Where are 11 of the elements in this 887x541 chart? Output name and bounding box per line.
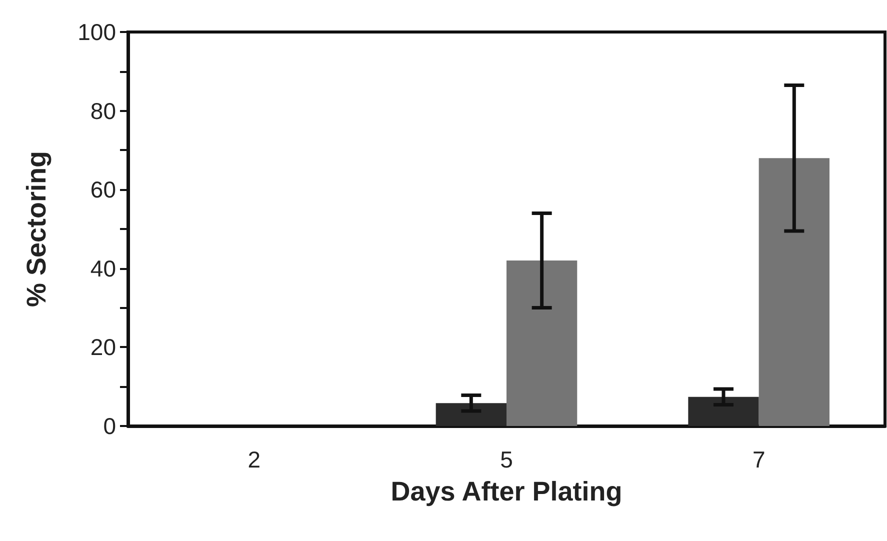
y-axis-title: % Sectoring (22, 150, 52, 308)
y-tick-label: 100 (78, 19, 116, 45)
y-tick-label: 80 (90, 98, 116, 124)
x-tick-label: 7 (752, 446, 766, 472)
y-tick-label: 40 (90, 255, 116, 282)
x-axis-title: Days After Plating (390, 476, 622, 506)
x-tick-label: 5 (500, 446, 513, 472)
y-tick-label: 20 (90, 334, 116, 360)
y-tick-label: 60 (90, 176, 116, 203)
y-tick-label: 0 (103, 413, 116, 439)
x-tick-label: 2 (248, 446, 261, 472)
